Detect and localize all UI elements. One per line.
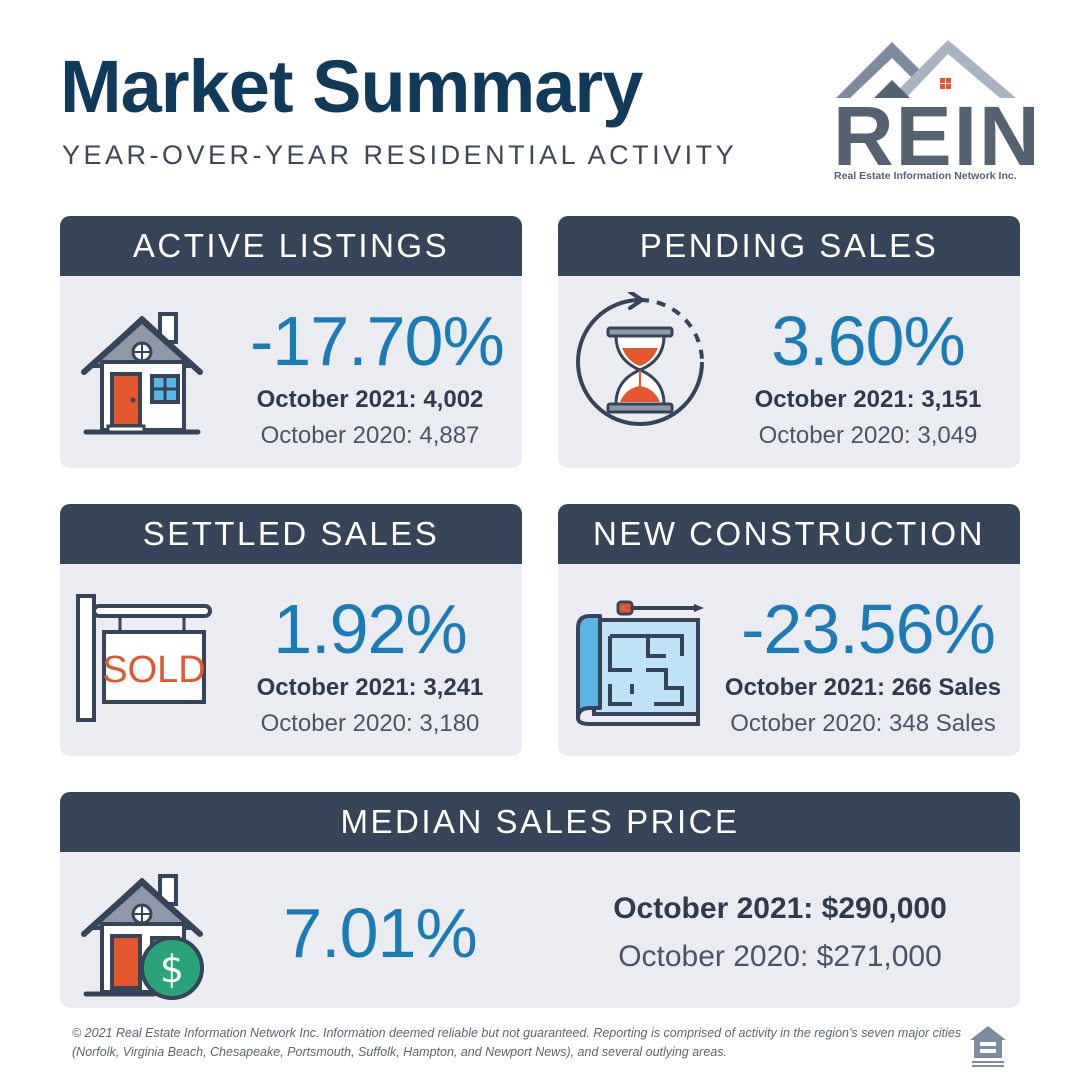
settled-sales-current: October 2021: 3,241	[256, 674, 484, 701]
settled-sales-panel: SETTLED SALES SOLD 1.92% October 2021: 3…	[60, 504, 522, 756]
settled-sales-previous: October 2020: 3,180	[260, 710, 480, 737]
active-listings-current: October 2021: 4,002	[256, 386, 484, 413]
median-sales-price-current: October 2021: $290,000	[613, 892, 947, 925]
active-listings-panel: ACTIVE LISTINGS -17.70% October 2021: 4,…	[60, 216, 522, 468]
logo-tagline: Real Estate Information Network Inc.	[834, 170, 1017, 182]
new-construction-title: NEW CONSTRUCTION	[558, 504, 1020, 564]
pending-sales-title: PENDING SALES	[558, 216, 1020, 276]
hourglass-icon	[576, 292, 704, 426]
median-sales-price-change: 7.01%	[283, 894, 477, 972]
rein-logo: REIN Real Estate Information Network Inc…	[830, 36, 1040, 186]
svg-text:$: $	[160, 947, 184, 991]
page-title: Market Summary	[60, 45, 643, 128]
active-listings-previous: October 2020: 4,887	[260, 422, 480, 449]
new-construction-previous: October 2020: 348 Sales	[730, 710, 996, 737]
median-sales-price-panel: MEDIAN SALES PRICE $ 7.01% October 2021:…	[60, 792, 1020, 1008]
pending-sales-current: October 2021: 3,151	[754, 386, 982, 413]
pending-sales-previous: October 2020: 3,049	[758, 422, 978, 449]
logo-wordmark: REIN	[833, 89, 1042, 183]
new-construction-current: October 2021: 266 Sales	[724, 674, 1002, 701]
pending-sales-change: 3.60%	[771, 302, 965, 380]
settled-sales-title: SETTLED SALES	[60, 504, 522, 564]
settled-sales-change: 1.92%	[273, 590, 467, 668]
page-subtitle: YEAR-OVER-YEAR RESIDENTIAL ACTIVITY	[62, 140, 738, 170]
active-listings-title: ACTIVE LISTINGS	[60, 216, 522, 276]
equal-housing-opportunity-icon	[970, 1026, 1006, 1067]
house-roof-logo-icon	[836, 40, 1016, 98]
footer-disclaimer: © 2021 Real Estate Information Network I…	[72, 1026, 962, 1059]
median-sales-price-previous: October 2020: $271,000	[618, 940, 942, 973]
active-listings-change: -17.70%	[250, 302, 505, 380]
new-construction-change: -23.56%	[741, 590, 996, 668]
new-construction-panel: NEW CONSTRUCTION -23.56% October 2021: 2…	[558, 504, 1020, 756]
blueprint-icon	[576, 600, 704, 726]
house-icon	[81, 312, 203, 435]
median-sales-price-title: MEDIAN SALES PRICE	[60, 792, 1020, 852]
pending-sales-panel: PENDING SALES 3.60% October 2021: 3,151 …	[558, 216, 1020, 468]
sold-sign-text: SOLD	[102, 649, 205, 691]
house-dollar-icon: $	[81, 874, 204, 1000]
sold-sign-icon: SOLD	[76, 594, 212, 722]
